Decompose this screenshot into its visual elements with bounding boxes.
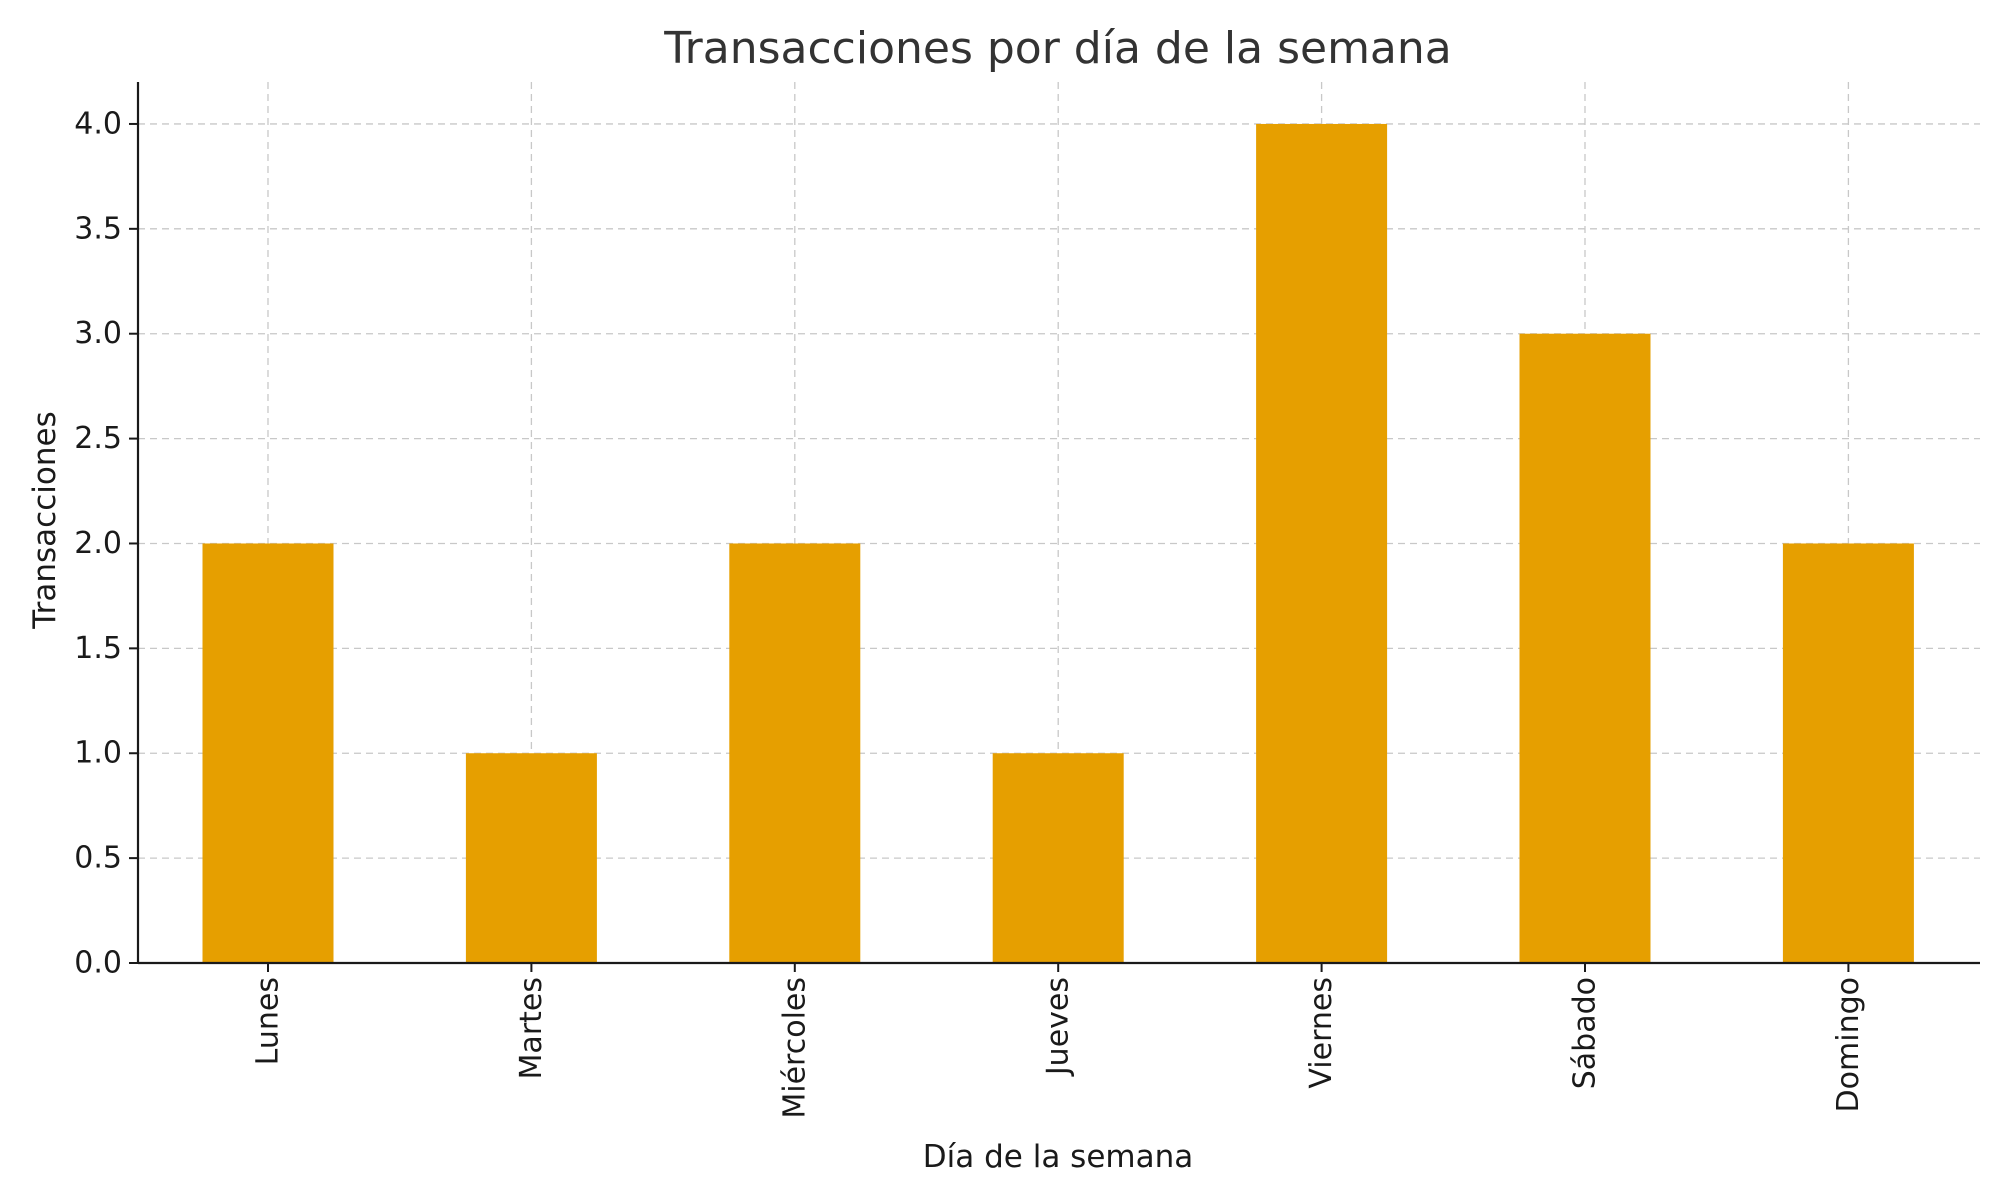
y-tick-label: 1.0 xyxy=(74,736,122,771)
y-axis-title: Transacciones xyxy=(27,411,63,629)
x-tick-label: Domingo xyxy=(1831,977,1866,1112)
y-axis: 0.0 0.5 1.0 1.5 2.0 2.5 3.0 3.5 4.0 xyxy=(74,82,140,981)
y-tick-label: 1.5 xyxy=(74,631,122,666)
y-tick-label: 0.0 xyxy=(74,946,122,981)
y-tick-label: 3.0 xyxy=(74,316,122,351)
y-tick-label: 0.5 xyxy=(74,841,122,876)
bar-jueves xyxy=(992,753,1124,963)
y-tick-label: 3.5 xyxy=(74,211,122,246)
x-axis-title: Día de la semana xyxy=(923,1139,1193,1175)
x-axis: Lunes Martes Miércoles Jueves Viernes Sábado D… xyxy=(138,961,1980,1119)
y-tick-label: 4.0 xyxy=(74,106,122,141)
x-tick-label: Martes xyxy=(514,977,549,1079)
y-tick-label: 2.0 xyxy=(74,526,122,561)
bars xyxy=(202,123,1914,963)
x-tick-label: Sábado xyxy=(1568,977,1603,1089)
bar-lunes xyxy=(202,543,334,963)
x-tick-label: Jueves xyxy=(1041,977,1076,1077)
chart-title: Transacciones por día de la semana xyxy=(663,23,1452,74)
bar-martes xyxy=(465,753,597,963)
bar-domingo xyxy=(1782,543,1914,963)
bar-viernes xyxy=(1256,123,1388,963)
bar-sábado xyxy=(1519,333,1651,963)
x-tick-label: Viernes xyxy=(1304,977,1339,1089)
bar-miércoles xyxy=(729,543,861,963)
y-tick-label: 2.5 xyxy=(74,421,122,456)
x-tick-label: Miércoles xyxy=(777,977,812,1119)
x-tick-label: Lunes xyxy=(251,977,286,1065)
